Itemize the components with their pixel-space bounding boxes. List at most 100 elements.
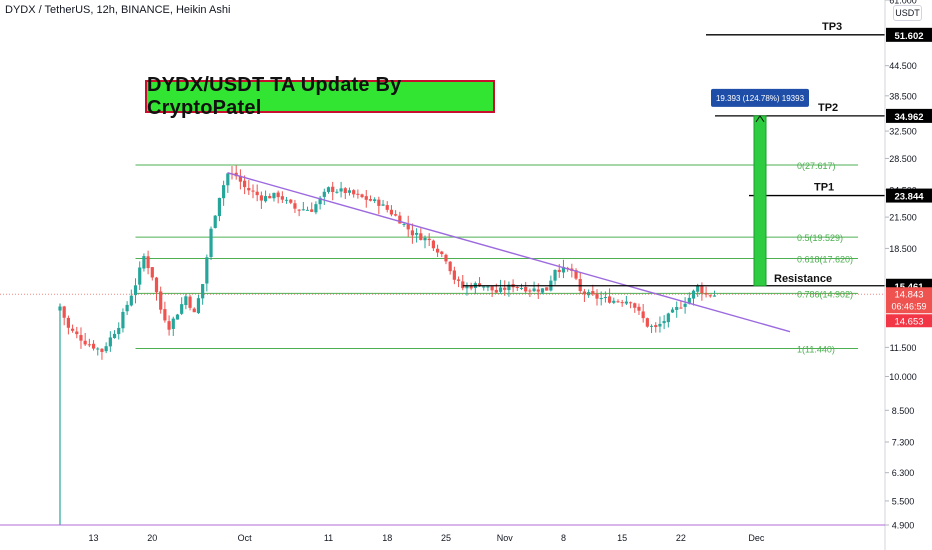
currency-button[interactable]: USDT <box>893 5 922 21</box>
candle-body <box>582 291 587 295</box>
candle-body <box>624 301 628 304</box>
projection-arrow-head <box>755 115 765 123</box>
candle-body <box>343 188 347 194</box>
candle-body <box>335 191 339 193</box>
candle-body <box>70 328 75 331</box>
candle-body <box>423 237 427 241</box>
tp3-badge <box>886 27 932 42</box>
price-tick-label: 38.500 <box>889 91 917 101</box>
candle-body <box>389 209 394 215</box>
candle-body <box>377 199 381 206</box>
fib-label: 0.5(19.529) <box>797 233 843 243</box>
candle-body <box>519 288 524 290</box>
candle-body <box>402 223 406 225</box>
price-tick-label: 7.300 <box>892 438 915 448</box>
price-tick-label: 8.500 <box>892 406 915 416</box>
time-tick-label: 11 <box>324 533 333 543</box>
candle-body <box>150 267 154 278</box>
candle-body <box>129 295 133 306</box>
candle-body <box>490 286 494 291</box>
candle-body <box>138 267 142 285</box>
price-tick-label: 28.500 <box>889 154 917 164</box>
tp1-badge-label: 23.844 <box>894 192 924 203</box>
candle-body <box>104 346 108 352</box>
candle-body <box>532 288 536 292</box>
candle-body <box>238 175 243 182</box>
candle-body <box>347 190 352 193</box>
candle-body <box>595 293 599 299</box>
projection-box-label: 19.393 (124.78%) 19393 <box>716 94 805 103</box>
candle-body <box>498 287 503 292</box>
candle-body <box>75 331 79 335</box>
candle-body <box>280 196 284 200</box>
fib-label: 1(11.440) <box>797 344 835 354</box>
candle-body <box>201 284 205 299</box>
candle-body <box>557 269 561 273</box>
analysis-banner: DYDX/USDT TA Update By CryptoPatel <box>145 74 495 119</box>
price-tick-label: 18.500 <box>889 244 917 254</box>
candle-body <box>645 318 649 327</box>
candle-body <box>96 348 100 350</box>
candle-body <box>482 286 486 288</box>
tp2-label: TP2 <box>818 102 838 114</box>
price-tick-label: 11.500 <box>890 343 917 353</box>
candle-body <box>263 196 268 202</box>
last-price-badge-label: 14.843 <box>894 289 923 300</box>
candle-body <box>427 238 431 241</box>
candle-body <box>255 191 259 196</box>
candle-body <box>318 197 322 205</box>
candle-body <box>658 323 662 327</box>
candle-body <box>628 302 633 304</box>
candle-body <box>180 304 184 314</box>
candle-body <box>163 309 167 321</box>
candle-body <box>704 293 708 295</box>
candle-body <box>545 287 549 291</box>
tp2-badge <box>886 108 932 123</box>
candle-body <box>419 233 423 240</box>
descending-trendline <box>227 172 791 333</box>
candle-body <box>540 288 545 293</box>
candle-body <box>607 296 612 303</box>
candle-body <box>293 203 297 209</box>
fib-levels: 0(27.617)0.5(19.529)0.618(17.620)0.786(1… <box>135 161 858 354</box>
candle-body <box>66 317 70 328</box>
candle-body <box>310 209 314 212</box>
time-tick-label: 15 <box>617 533 627 543</box>
candle-body <box>213 215 217 228</box>
candle-body <box>125 304 129 312</box>
price-tick-label: 4.900 <box>892 521 915 531</box>
candle-body <box>507 284 511 291</box>
candle-body <box>415 232 419 235</box>
candle-body <box>360 194 364 198</box>
candle-body <box>217 197 222 217</box>
time-tick-label: 13 <box>89 533 99 543</box>
candle-body <box>112 333 117 338</box>
candle-body <box>633 303 637 308</box>
candle-body <box>679 307 683 309</box>
candle-body <box>696 285 700 292</box>
symbol-header: DYDX / TetherUS, 12h, BINANCE, Heikin As… <box>5 4 231 16</box>
candle-body <box>154 277 159 293</box>
candle-body <box>612 300 616 303</box>
candle-body <box>301 209 305 211</box>
candle-body <box>587 292 591 296</box>
candle-body <box>666 313 670 323</box>
candle-body <box>515 287 519 289</box>
candle-body <box>276 192 280 198</box>
candle-body <box>247 187 251 191</box>
price-tick-label: 10.000 <box>889 372 917 382</box>
candles <box>58 165 717 525</box>
annotation-lines: Resistance TP3 TP2 TP1 19.393 (124.78%) 1939… <box>0 21 885 333</box>
candle-body <box>91 343 96 349</box>
candle-body <box>410 230 415 236</box>
time-tick-label: Nov <box>497 533 514 543</box>
price-tick-label: 32.500 <box>889 127 917 137</box>
candle-body <box>591 291 595 295</box>
candle-body <box>297 209 301 211</box>
candle-body <box>477 283 482 287</box>
projection-box: 19.393 (124.78%) 19393 <box>711 88 809 107</box>
candle-body <box>712 295 717 297</box>
candle-body <box>322 191 326 197</box>
